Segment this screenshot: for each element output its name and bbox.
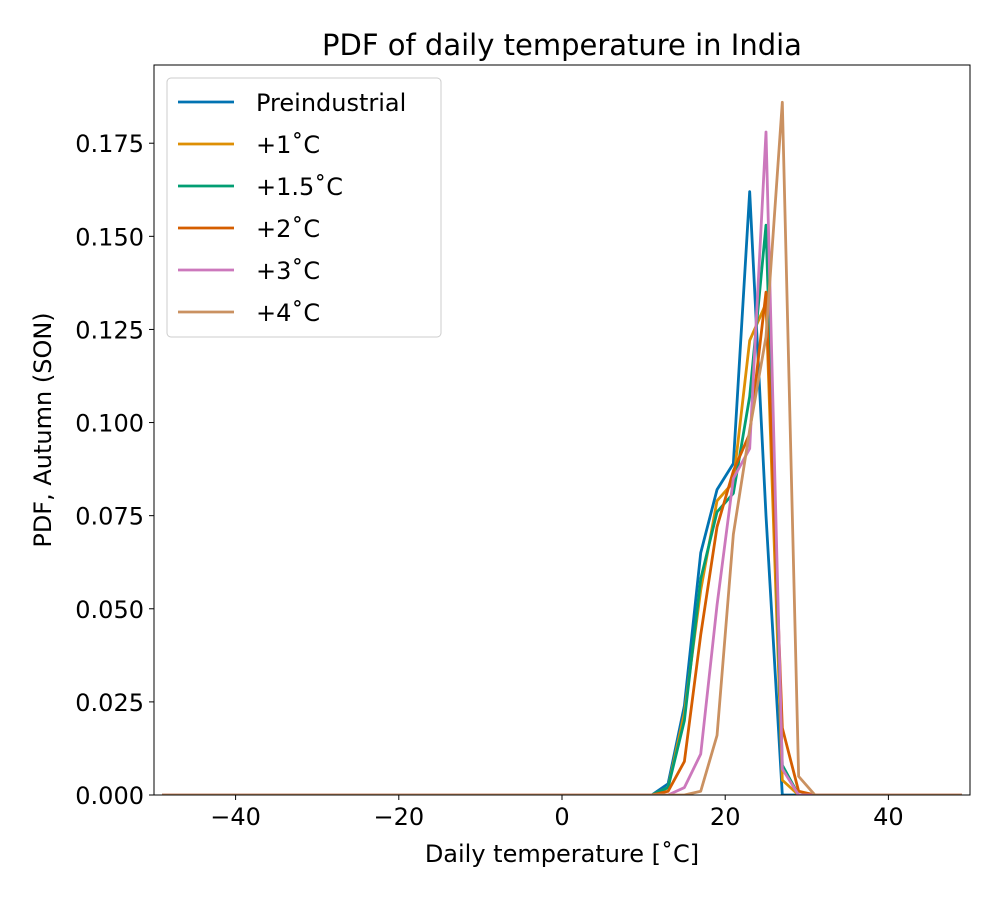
y-tick-label: 0.000 [75, 782, 144, 810]
y-tick-label: 0.175 [75, 130, 144, 158]
legend-label-2c: +2˚C [256, 215, 320, 243]
x-tick-label: 40 [873, 803, 904, 831]
legend-label-1-5c: +1.5˚C [256, 173, 343, 201]
legend-label-4c: +4˚C [256, 299, 320, 327]
legend: Preindustrial +1˚C +1.5˚C +2˚C +3˚C +4˚C [166, 77, 442, 338]
series-lines [162, 100, 962, 795]
series-line-4c [162, 100, 962, 795]
y-tick-label: 0.025 [75, 689, 144, 717]
x-tick-label: 0 [554, 803, 569, 831]
y-tick-label: 0.075 [75, 503, 144, 531]
y-tick-label: 0.125 [75, 316, 144, 344]
y-tick-label: 0.150 [75, 223, 144, 251]
axis-ticks: −40 −20 0 20 40 0.000 0.025 0.050 0.075 0.100 0.12… [75, 130, 903, 831]
x-axis-label: Daily temperature [˚C] [425, 840, 699, 868]
legend-box [166, 77, 442, 338]
y-tick-label: 0.100 [75, 410, 144, 438]
y-axis-label: PDF, Autumn (SON) [29, 312, 57, 547]
legend-label-1c: +1˚C [256, 131, 320, 159]
series-line-preindustrial [162, 190, 962, 795]
series-line-3c [162, 130, 962, 795]
x-tick-label: 20 [710, 803, 741, 831]
plot-area [153, 64, 971, 796]
legend-label-preindustrial: Preindustrial [256, 89, 406, 117]
series-line-2c [162, 290, 962, 795]
x-tick-label: −20 [373, 803, 424, 831]
chart-title: PDF of daily temperature in India [322, 28, 802, 62]
series-line-1-5c [162, 223, 962, 795]
legend-label-3c: +3˚C [256, 257, 320, 285]
y-tick-label: 0.050 [75, 596, 144, 624]
x-tick-label: −40 [210, 803, 261, 831]
